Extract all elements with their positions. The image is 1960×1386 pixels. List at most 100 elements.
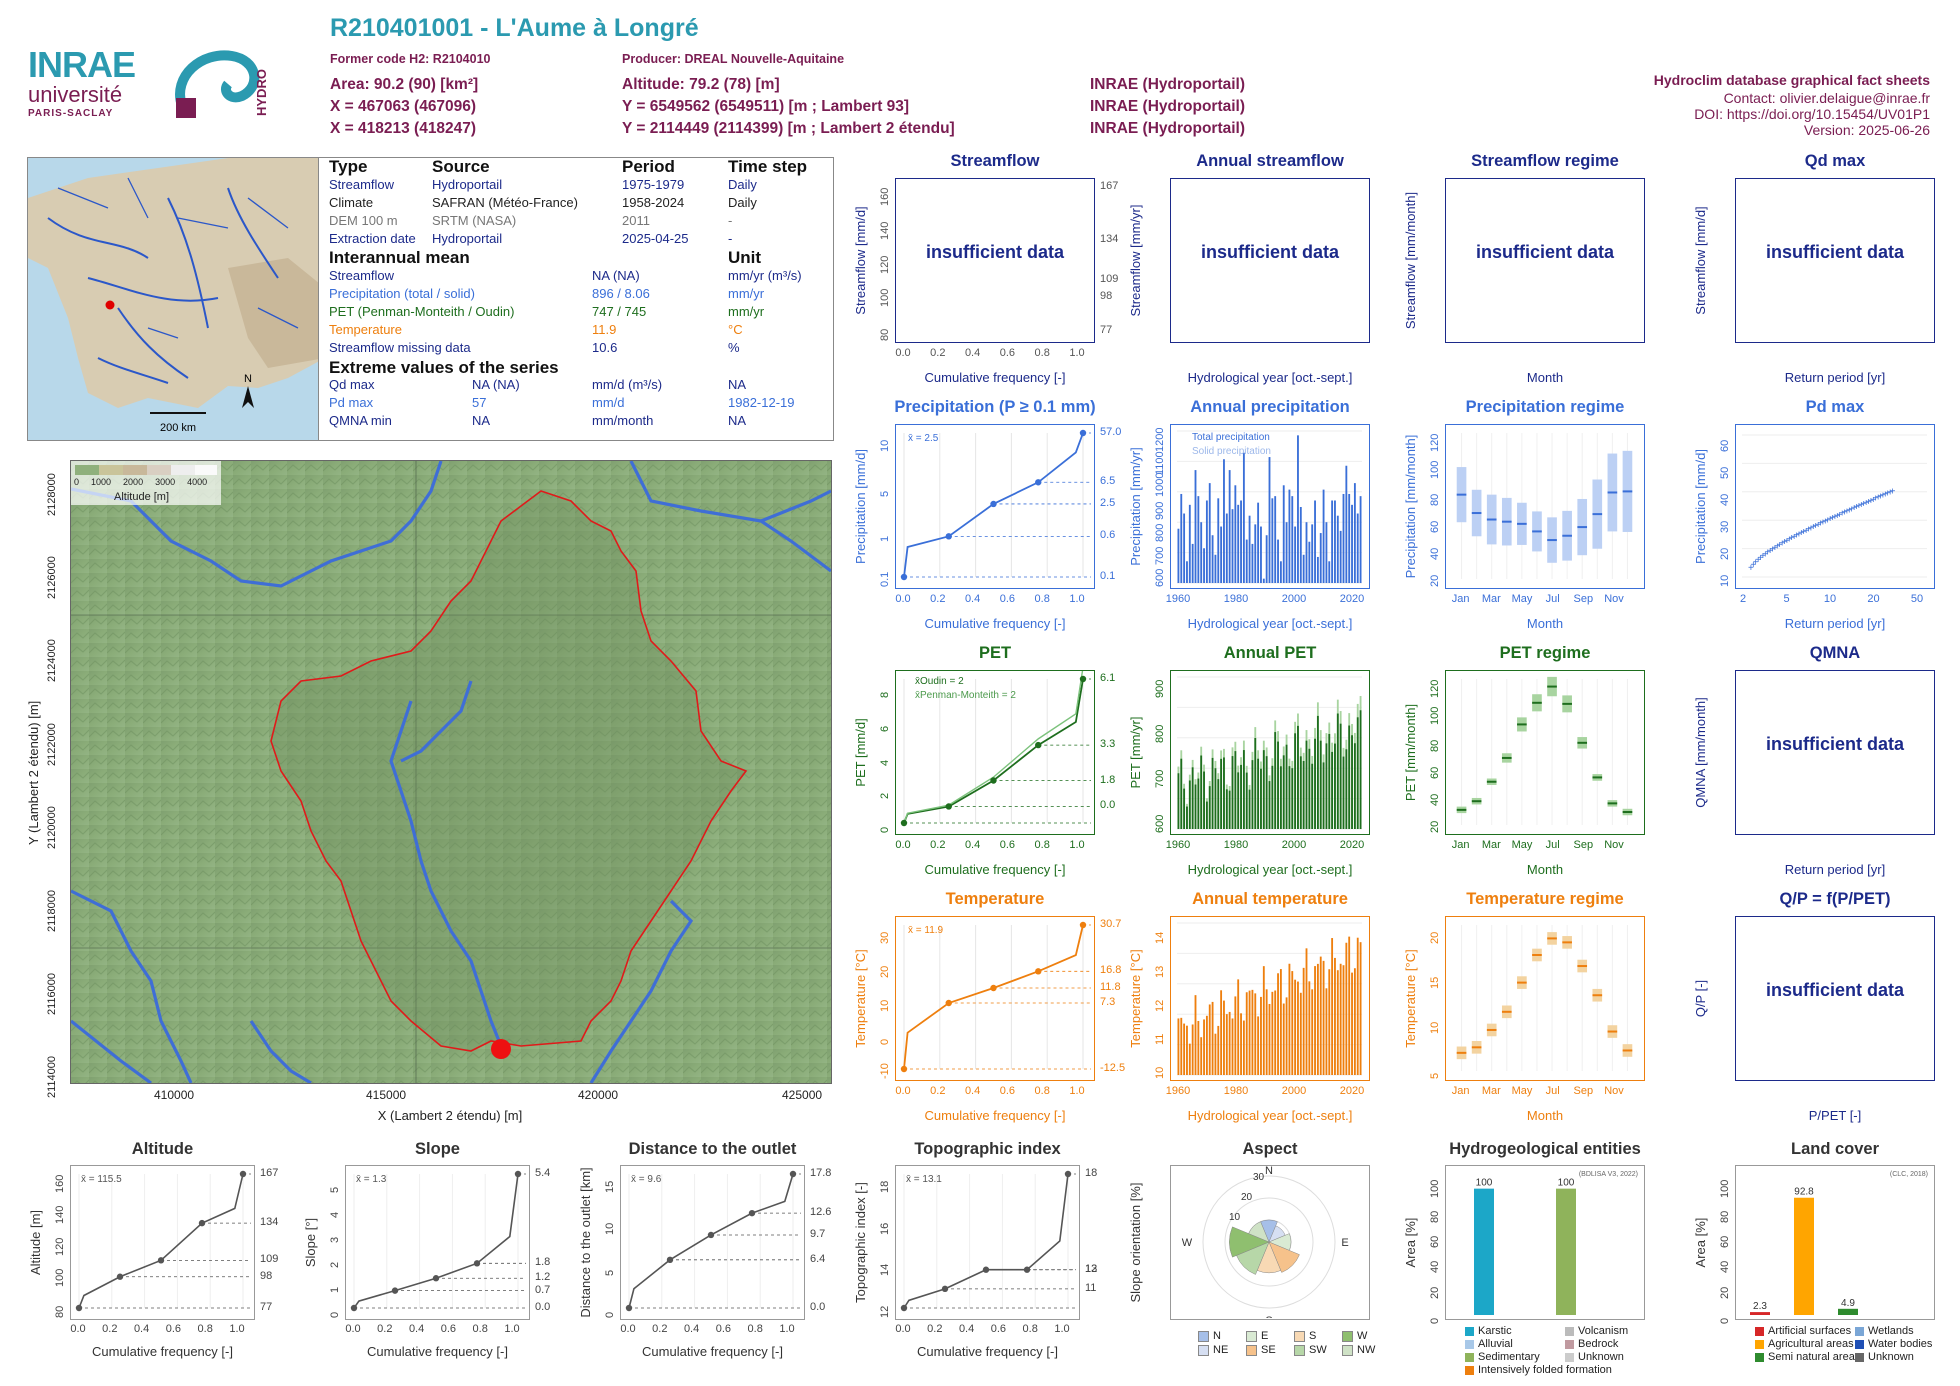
bar <box>1205 1015 1208 1075</box>
mean-value: 896 / 8.06 <box>592 286 650 301</box>
y-tick-label: 100 <box>1429 706 1441 725</box>
gumbel-point: + <box>1820 518 1826 529</box>
logo-inrae-text: INRAE <box>28 44 136 85</box>
north-arrow-label: N <box>244 373 252 385</box>
gumbel-point: + <box>1851 503 1857 514</box>
bar <box>1328 733 1331 829</box>
bar <box>1183 513 1186 583</box>
y-tick-label: 2 <box>879 793 891 800</box>
y-tick-label: 5 <box>1429 1072 1441 1079</box>
panel-y-label-temp: Temperature [°C] <box>853 949 868 1048</box>
y-tick-label: 160 <box>879 187 891 206</box>
info-period: 2025-04-25 <box>622 231 689 246</box>
legend-item-hydrogeo: Volcanism <box>1565 1325 1628 1337</box>
panel-frame-hydrogeo: 100 100 (BDLISA V3, 2022) <box>1445 1165 1645 1320</box>
y-tick-label: 0 <box>1719 1317 1731 1324</box>
panel-y-label-slope: Slope [°] <box>303 1217 318 1268</box>
info-period: 1958-2024 <box>622 195 685 210</box>
bar <box>1186 1025 1188 1075</box>
gumbel-point: + <box>1818 519 1824 530</box>
mean-label: Streamflow missing data <box>329 340 471 355</box>
gumbel-point: + <box>1784 536 1790 547</box>
bar <box>1194 784 1197 829</box>
north-arrow-icon <box>242 386 254 408</box>
bar <box>1316 556 1319 583</box>
panel-frame-annual_precip <box>1170 424 1370 589</box>
month-tick-label: Nov <box>1604 593 1624 605</box>
panel-frame-temp_regime <box>1445 916 1645 1081</box>
category-bar <box>1838 1308 1858 1315</box>
bar <box>1234 751 1237 829</box>
quantile-point <box>990 777 997 784</box>
panel-x-label-annual_temp: Hydrological year [oct.-sept.] <box>1187 1108 1353 1123</box>
map-grid <box>71 461 831 1083</box>
bar <box>1260 768 1262 829</box>
mean-value: 747 / 745 <box>592 304 647 319</box>
bar <box>1359 710 1362 829</box>
x-tick-label: 0.0 <box>345 1323 361 1335</box>
bar <box>1237 979 1240 1075</box>
legend-swatch <box>1246 1344 1257 1356</box>
direction-label: N <box>1265 1166 1273 1177</box>
x-tick-label: 0.0 <box>895 1085 911 1097</box>
legend-label: NW <box>1357 1344 1376 1356</box>
panel-x-label-temp: Cumulative frequency [-] <box>924 1108 1066 1123</box>
panel-frame-annual_temp <box>1170 916 1370 1081</box>
x-tick-label: 0.4 <box>133 1323 150 1335</box>
mean-unit: mm/yr <box>728 286 765 301</box>
x-tick-label: 0.4 <box>683 1323 700 1335</box>
category-bar <box>1474 1188 1494 1315</box>
legend-label: Intensively folded formation <box>1478 1364 1612 1376</box>
y-tick-label: 15 <box>1429 976 1441 989</box>
bar <box>1325 743 1328 829</box>
x-tick-label: 1960 <box>1165 839 1191 851</box>
quantile-point <box>666 1256 674 1264</box>
bar <box>1277 539 1279 583</box>
right-tick-label: 6.4 <box>810 1252 826 1265</box>
x-tick-label: 5 <box>1783 593 1790 605</box>
gumbel-point: + <box>1755 555 1761 566</box>
bar <box>1336 713 1339 829</box>
y-coordinate-l93: Y = 6549562 (6549511) [m ; Lambert 93] <box>622 98 910 115</box>
bar <box>1191 543 1194 583</box>
legend-label: Karstic <box>1478 1325 1512 1337</box>
month-tick-label: Jan <box>1451 839 1470 851</box>
legend-label: Unknown <box>1578 1351 1624 1363</box>
bar <box>1251 543 1254 583</box>
y-tick-label: 120 <box>879 255 891 274</box>
panel-x-label-pet: Cumulative frequency [-] <box>924 862 1066 877</box>
bar <box>1356 717 1359 829</box>
y-tick-label: 80 <box>879 328 891 341</box>
panel-title-qmna: QMNA <box>1809 644 1861 662</box>
panel-x-label-annual_streamflow: Hydrological year [oct.-sept.] <box>1187 370 1353 385</box>
gumbel-point: + <box>1882 490 1888 501</box>
y-tick-label: 80 <box>1429 739 1441 752</box>
bar <box>1262 750 1265 829</box>
bar <box>1225 1014 1228 1075</box>
info-period: 2011 <box>622 213 650 228</box>
info-source: SAFRAN (Météo-France) <box>432 195 578 210</box>
bar <box>1299 992 1302 1075</box>
bar <box>1342 965 1345 1075</box>
bar <box>1308 541 1311 583</box>
direction-label: S <box>1265 1315 1272 1318</box>
quantile-point <box>900 1065 908 1073</box>
legend-label: Alluvial <box>1478 1338 1513 1350</box>
y-tick-label: 100 <box>54 1268 66 1287</box>
x-tick-label: 50 <box>1910 593 1924 605</box>
y-tick-label: 10 <box>1719 574 1731 587</box>
y-tick-label: 80 <box>1429 1210 1441 1223</box>
annual-precip-legend-solid: Solid precipitation <box>1192 446 1271 457</box>
bar <box>1234 996 1237 1075</box>
extreme-value: NA <box>472 413 491 428</box>
panel-x-label-qp: P/PET [-] <box>1808 1108 1862 1123</box>
map-y-tick: 2120000 <box>46 805 58 849</box>
cdf-curve <box>903 924 1084 1070</box>
x-tick-label: 0.6 <box>999 593 1016 605</box>
bar <box>1251 760 1254 829</box>
bar <box>1339 530 1342 583</box>
outlet-marker <box>491 1039 511 1059</box>
area: Area: 90.2 (90) [km²] <box>330 76 479 93</box>
map-x-tick: 420000 <box>578 1088 619 1102</box>
x-tick-label: 0.8 <box>472 1323 488 1335</box>
